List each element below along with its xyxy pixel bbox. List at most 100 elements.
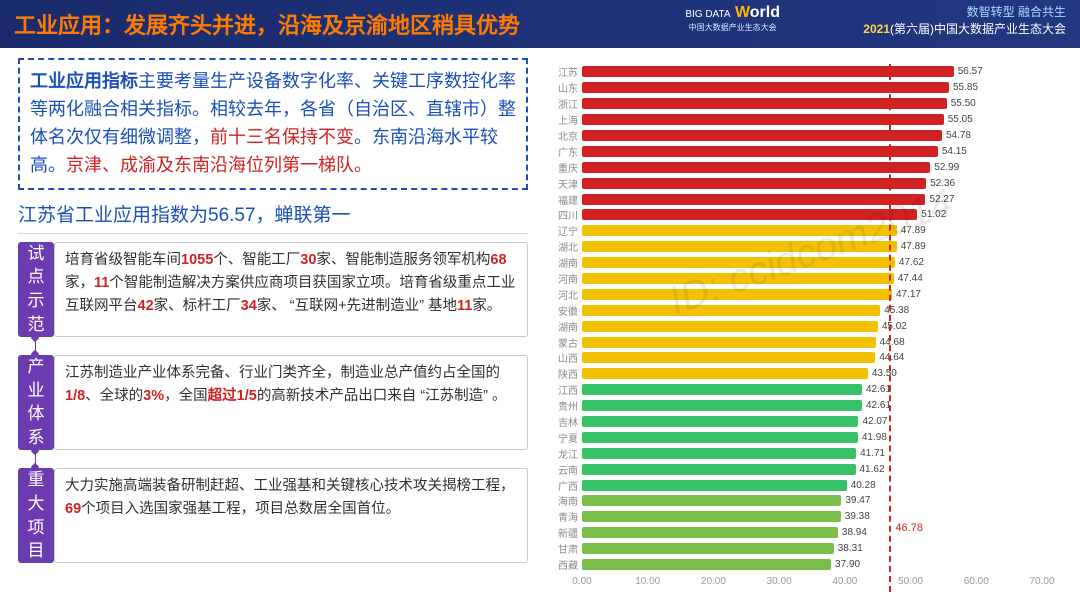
- bar-value: 39.38: [845, 511, 870, 522]
- row-tag: 重大项目: [18, 468, 54, 563]
- category-label: 云南: [542, 462, 578, 477]
- category-label: 西藏: [542, 557, 578, 572]
- x-tick: 60.00: [964, 576, 989, 587]
- bar-value: 54.78: [946, 130, 971, 141]
- bar-row: 福建52.27: [582, 191, 1046, 207]
- bar-row: 新疆38.94: [582, 525, 1046, 541]
- bar: [582, 559, 831, 570]
- bar-value: 44.64: [879, 352, 904, 363]
- bar: [582, 511, 841, 522]
- bar: [582, 400, 862, 411]
- category-label: 河北: [542, 287, 578, 302]
- category-label: 福建: [542, 192, 578, 207]
- category-label: 河南: [542, 271, 578, 286]
- bar: [582, 225, 897, 236]
- bar-value: 55.05: [948, 114, 973, 125]
- category-label: 江苏: [542, 64, 578, 79]
- bar: [582, 194, 925, 205]
- row-tag: 试点示范: [18, 242, 54, 337]
- bar-row: 海南39.47: [582, 493, 1046, 509]
- category-label: 湖南: [542, 319, 578, 334]
- bar-value: 38.94: [842, 527, 867, 538]
- bar-value: 47.89: [901, 225, 926, 236]
- bar-value: 47.44: [898, 273, 923, 284]
- page-title: 工业应用：发展齐头并进，沿海及京渝地区稍具优势: [14, 8, 520, 40]
- category-label: 龙江: [542, 446, 578, 461]
- bar-value: 47.89: [901, 241, 926, 252]
- category-label: 山东: [542, 80, 578, 95]
- category-label: 广西: [542, 478, 578, 493]
- category-label: 浙江: [542, 96, 578, 111]
- bar-value: 54.15: [942, 146, 967, 157]
- category-label: 重庆: [542, 160, 578, 175]
- bar-row: 天津52.36: [582, 175, 1046, 191]
- bar: [582, 448, 856, 459]
- bar-value: 40.28: [851, 480, 876, 491]
- bar-row: 辽宁47.89: [582, 223, 1046, 239]
- block-list: 试点示范培育省级智能车间1055个、智能工厂30家、智能制造服务领军机构68家，…: [18, 242, 528, 564]
- category-label: 青海: [542, 509, 578, 524]
- bar-value: 42.61: [866, 384, 891, 395]
- bar-value: 55.85: [953, 82, 978, 93]
- category-label: 北京: [542, 128, 578, 143]
- category-label: 天津: [542, 176, 578, 191]
- x-tick: 70.00: [1029, 576, 1054, 587]
- content: 工业应用指标主要考量生产设备数字化率、关键工序数控化率等两化融合相关指标。相较去…: [0, 48, 1080, 608]
- category-label: 蒙古: [542, 335, 578, 350]
- bar-row: 四川51.02: [582, 207, 1046, 223]
- info-row: 试点示范培育省级智能车间1055个、智能工厂30家、智能制造服务领军机构68家，…: [18, 242, 528, 337]
- bar-value: 47.62: [899, 257, 924, 268]
- category-label: 湖北: [542, 239, 578, 254]
- bar: [582, 130, 942, 141]
- bar: [582, 98, 947, 109]
- summary-box: 工业应用指标主要考量生产设备数字化率、关键工序数控化率等两化融合相关指标。相较去…: [18, 58, 528, 190]
- category-label: 山西: [542, 350, 578, 365]
- bar-value: 52.27: [929, 194, 954, 205]
- bar: [582, 178, 926, 189]
- bar: [582, 368, 868, 379]
- bar-row: 江苏56.57: [582, 64, 1046, 80]
- bar: [582, 321, 878, 332]
- category-label: 江西: [542, 382, 578, 397]
- bar-row: 陕西43.50: [582, 366, 1046, 382]
- bar-value: 42.07: [862, 416, 887, 427]
- bar-value: 52.99: [934, 162, 959, 173]
- bar: [582, 209, 917, 220]
- bar-row: 河北47.17: [582, 286, 1046, 302]
- bar-row: 青海39.38: [582, 509, 1046, 525]
- row-text: 江苏制造业产业体系完备、行业门类齐全，制造业总产值约占全国的1/8、全球的3%，…: [54, 355, 528, 450]
- bar-row: 湖南47.62: [582, 255, 1046, 271]
- bar-row: 广西40.28: [582, 477, 1046, 493]
- row-text: 培育省级智能车间1055个、智能工厂30家、智能制造服务领军机构68家，11个智…: [54, 242, 528, 337]
- bar: [582, 464, 856, 475]
- category-label: 海南: [542, 493, 578, 508]
- bar-row: 贵州42.61: [582, 398, 1046, 414]
- x-tick: 30.00: [767, 576, 792, 587]
- bar: [582, 384, 862, 395]
- row-tag: 产业体系: [18, 355, 54, 450]
- bar: [582, 337, 876, 348]
- bar-value: 38.31: [838, 543, 863, 554]
- category-label: 四川: [542, 207, 578, 222]
- category-label: 新疆: [542, 525, 578, 540]
- x-tick: 10.00: [635, 576, 660, 587]
- bar: [582, 82, 949, 93]
- bar-value: 41.62: [860, 464, 885, 475]
- x-tick: 0.00: [572, 576, 591, 587]
- logo: BIG DATA World 中国大数据产业生态大会: [685, 4, 780, 33]
- bar-chart: 江苏56.57山东55.85浙江55.50上海55.05北京54.78广东54.…: [582, 64, 1046, 574]
- chart-panel: 江苏56.57山东55.85浙江55.50上海55.05北京54.78广东54.…: [542, 58, 1066, 598]
- bar-row: 北京54.78: [582, 128, 1046, 144]
- header-right: 数智转型 融合共生 2021(第六届)中国大数据产业生态大会: [863, 4, 1066, 38]
- bar: [582, 289, 892, 300]
- bar-value: 44.68: [880, 337, 905, 348]
- row-text: 大力实施高端装备研制赶超、工业强基和关键核心技术攻关揭榜工程，69个项目入选国家…: [54, 468, 528, 563]
- x-tick: 20.00: [701, 576, 726, 587]
- bar: [582, 543, 834, 554]
- bar-value: 42.61: [866, 400, 891, 411]
- bar-value: 56.57: [958, 66, 983, 77]
- bar-row: 河南47.44: [582, 271, 1046, 287]
- bar-row: 宁夏41.98: [582, 429, 1046, 445]
- bar: [582, 273, 894, 284]
- bar-value: 41.98: [862, 432, 887, 443]
